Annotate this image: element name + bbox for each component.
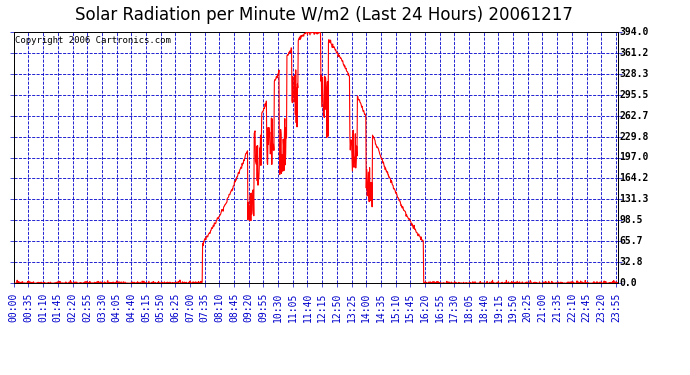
Text: Solar Radiation per Minute W/m2 (Last 24 Hours) 20061217: Solar Radiation per Minute W/m2 (Last 24…	[75, 6, 573, 24]
Text: 98.5: 98.5	[620, 215, 643, 225]
Text: 197.0: 197.0	[620, 153, 649, 162]
Text: 361.2: 361.2	[620, 48, 649, 58]
Text: 65.7: 65.7	[620, 236, 643, 246]
Text: 0.0: 0.0	[620, 278, 638, 288]
Text: 262.7: 262.7	[620, 111, 649, 121]
Text: 295.5: 295.5	[620, 90, 649, 100]
Text: 131.3: 131.3	[620, 194, 649, 204]
Text: 164.2: 164.2	[620, 173, 649, 183]
Text: 32.8: 32.8	[620, 257, 643, 267]
Text: 229.8: 229.8	[620, 132, 649, 142]
Text: 394.0: 394.0	[620, 27, 649, 37]
Text: Copyright 2006 Cartronics.com: Copyright 2006 Cartronics.com	[15, 36, 171, 45]
Text: 328.3: 328.3	[620, 69, 649, 79]
